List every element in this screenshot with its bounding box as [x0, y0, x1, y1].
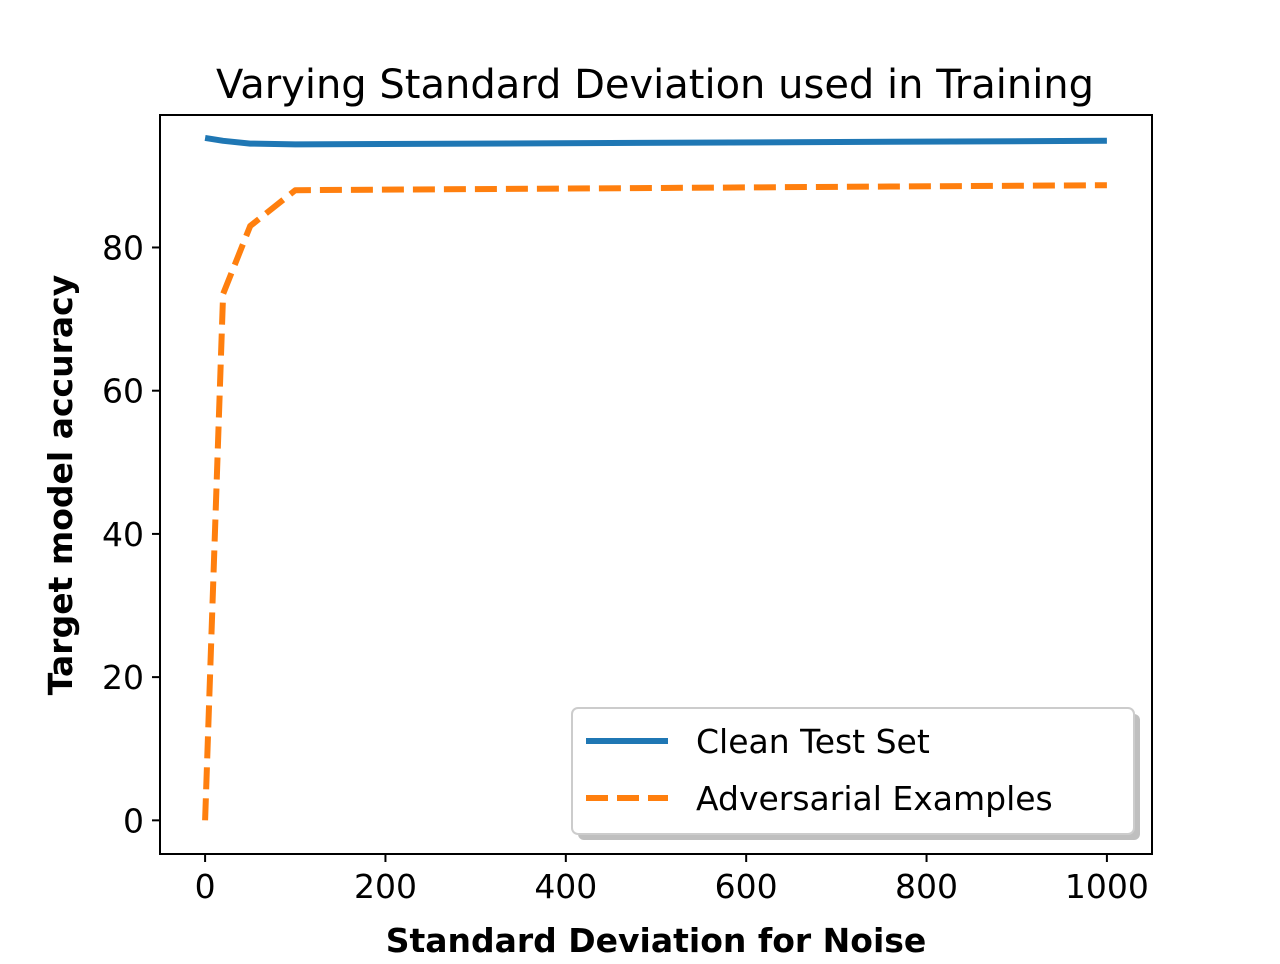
y-tick-label: 80	[102, 228, 144, 267]
y-axis-label: Target model accuracy	[41, 275, 80, 695]
x-tick-label: 800	[895, 867, 958, 906]
x-tick-label: 0	[195, 867, 216, 906]
x-axis-ticks: 0 200 400 600 800 1000	[195, 854, 1149, 906]
x-tick-label: 600	[715, 867, 778, 906]
legend-label-adversarial-examples: Adversarial Examples	[696, 779, 1053, 818]
legend: Clean Test Set Adversarial Examples	[571, 707, 1140, 840]
chart-title: Varying Standard Deviation used in Train…	[216, 62, 1094, 108]
series-line-adversarial-examples	[202, 182, 1107, 821]
x-tick-label: 400	[534, 867, 597, 906]
x-axis-label: Standard Deviation for Noise	[386, 921, 927, 960]
y-tick-label: 20	[102, 658, 144, 697]
x-tick-label: 1000	[1065, 867, 1149, 906]
y-tick-label: 40	[102, 515, 144, 554]
x-tick-label: 200	[354, 867, 417, 906]
legend-label-clean-test-set: Clean Test Set	[696, 722, 930, 761]
y-tick-label: 60	[102, 372, 144, 411]
y-axis-ticks: 0 20 40 60 80	[102, 228, 160, 840]
legend-box	[571, 707, 1135, 835]
series-layer	[202, 134, 1107, 821]
y-tick-label: 0	[123, 801, 144, 840]
series-line-clean-test-set	[204, 134, 1107, 148]
plot-frame	[159, 114, 1153, 855]
